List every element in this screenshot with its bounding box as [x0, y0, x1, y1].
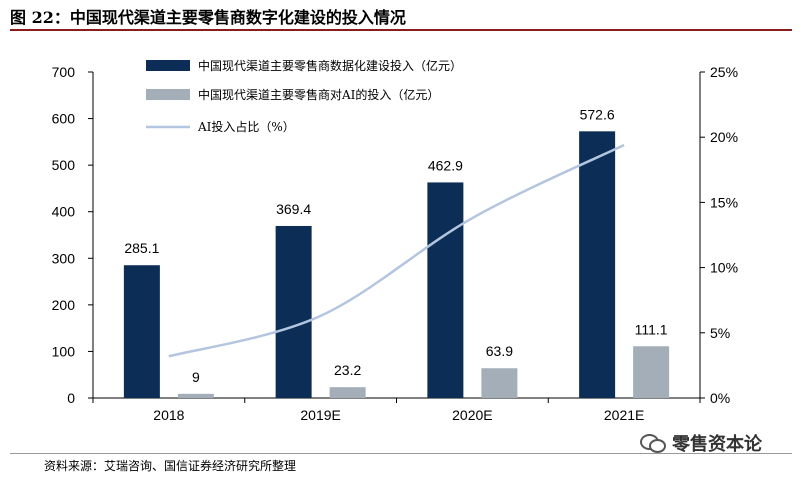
wechat-icon	[640, 434, 666, 453]
bar-ai-investment	[329, 387, 366, 398]
source-note: 资料来源：艾瑞咨询、国信证券经济研究所整理	[44, 459, 297, 473]
title-divider	[10, 29, 792, 31]
y-tick-label-right: 20%	[710, 129, 738, 145]
data-label-ai: 63.9	[486, 343, 513, 359]
x-tick-label: 2019E	[300, 407, 340, 423]
y-tick-label-left: 700	[52, 64, 76, 80]
y-tick-label-left: 500	[52, 157, 76, 173]
bar-digital-investment	[579, 131, 616, 398]
footer-divider	[10, 453, 792, 454]
data-label-ai: 111.1	[635, 321, 668, 337]
x-tick-label: 2018	[153, 407, 184, 423]
bar-ai-investment	[481, 368, 518, 398]
data-label-ai: 9	[192, 369, 200, 385]
bar-digital-investment	[275, 225, 312, 398]
y-tick-label-left: 600	[52, 111, 76, 127]
bars	[123, 131, 670, 398]
data-label-digital: 369.4	[276, 201, 311, 217]
bar-digital-investment	[427, 182, 464, 398]
data-label-digital: 462.9	[428, 157, 463, 173]
legend-swatch-ai	[146, 89, 190, 100]
bar-ai-investment	[177, 393, 214, 398]
y-tick-label-left: 300	[52, 250, 76, 266]
x-tick-label: 2020E	[452, 407, 492, 423]
y-tick-label-left: 400	[52, 204, 76, 220]
data-labels: 285.1 9 369.4 23.2 462.9 63.9 572.6 111.1	[124, 106, 667, 384]
y-tick-label-right: 0%	[710, 390, 730, 406]
x-tick-label: 2021E	[604, 407, 644, 423]
bar-digital-investment	[123, 265, 160, 398]
bar-ai-investment	[633, 346, 670, 398]
y-tick-label-right: 15%	[710, 194, 738, 210]
y-tick-label-right: 10%	[710, 260, 738, 276]
y-tick-label-left: 0	[67, 390, 75, 406]
watermark-text: 零售资本论	[672, 434, 762, 455]
data-label-digital: 572.6	[580, 106, 615, 122]
ai-share-line	[168, 143, 625, 358]
legend: 中国现代渠道主要零售商数据化建设投入（亿元） 中国现代渠道主要零售商对AI的投入（…	[146, 58, 462, 134]
legend-label-digital: 中国现代渠道主要零售商数据化建设投入（亿元）	[198, 58, 462, 73]
data-label-digital: 285.1	[124, 240, 159, 256]
chart-title: 图 22：中国现代渠道主要零售商数字化建设的投入情况	[10, 8, 406, 27]
legend-label-ai: 中国现代渠道主要零售商对AI的投入（亿元）	[198, 87, 439, 102]
legend-swatch-digital	[146, 60, 190, 71]
y-tick-label-left: 100	[52, 343, 76, 359]
y-tick-label-right: 25%	[710, 64, 738, 80]
data-label-ai: 23.2	[334, 362, 361, 378]
y-tick-label-right: 5%	[710, 325, 730, 341]
watermark: 零售资本论	[640, 430, 762, 456]
legend-label-share: AI投入占比（%）	[197, 119, 295, 134]
line-series	[168, 143, 625, 358]
y-tick-label-left: 200	[52, 297, 76, 313]
